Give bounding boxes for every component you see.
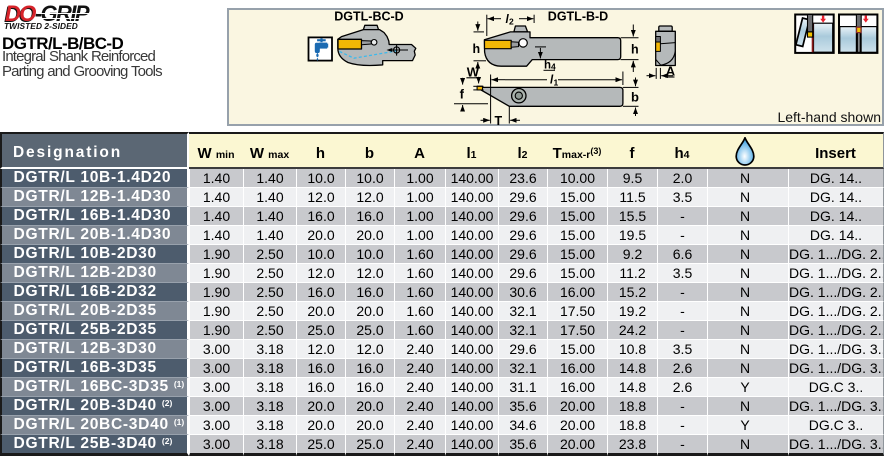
svg-text:l: l — [550, 75, 554, 87]
svg-text:2: 2 — [509, 17, 514, 27]
svg-text:DGTL-BC-D: DGTL-BC-D — [334, 9, 403, 23]
svg-text:b: b — [631, 89, 639, 104]
svg-text:h4: h4 — [544, 60, 556, 72]
svg-text:T: T — [495, 114, 503, 126]
svg-text:l: l — [506, 14, 510, 26]
svg-text:W: W — [467, 64, 480, 79]
svg-text:h: h — [473, 42, 481, 56]
svg-text:1: 1 — [554, 77, 559, 87]
svg-text:DGTL-B-D: DGTL-B-D — [548, 9, 608, 23]
svg-text:h: h — [631, 43, 639, 57]
svg-text:f: f — [460, 86, 465, 101]
svg-text:A: A — [666, 64, 676, 79]
svg-text:Left-hand shown: Left-hand shown — [777, 109, 881, 125]
